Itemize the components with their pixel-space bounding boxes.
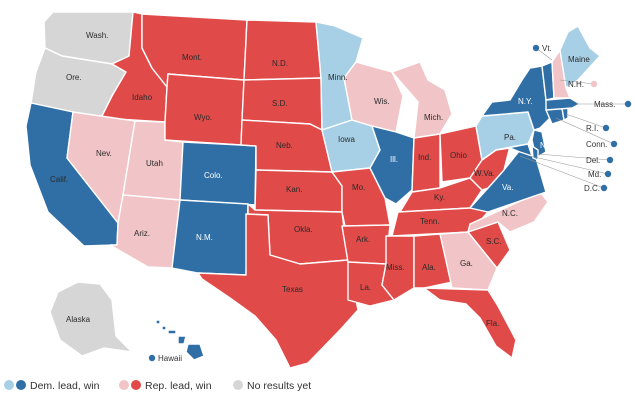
label-pa: Pa. [504,133,516,142]
label-nm: N.M. [196,233,213,242]
label-ne: Neb. [276,141,293,150]
state-hi[interactable] [155,319,205,361]
label-ms: Miss. [386,263,405,272]
callout-dot-nh[interactable] [590,80,598,88]
label-ks: Kan. [286,185,302,194]
label-dc: D.C. [584,184,600,193]
label-wv: W.Va. [474,169,495,178]
label-ct: Conn. [586,140,607,149]
label-tx: Texas [282,285,303,294]
label-co: Colo. [204,171,223,180]
label-wa: Wash. [86,31,108,40]
label-hi: Hawaii [158,354,182,363]
label-az: Ariz. [134,229,150,238]
callout-dot-de[interactable] [606,156,614,164]
label-ut: Utah [146,159,163,168]
state-ga[interactable] [439,231,498,291]
state-ak[interactable] [49,281,133,357]
label-in: Ind. [418,153,431,162]
label-va: Va. [502,183,513,192]
legend-none-label: No results yet [247,380,311,392]
label-nj: N.J. [540,141,554,150]
label-nh: N.H. [568,80,584,89]
label-mn: Minn. [328,73,348,82]
legend: Dem. lead, win Rep. lead, win No results… [4,380,311,392]
label-nd: N.D. [272,59,288,68]
state-il[interactable] [369,125,415,205]
callout-dot-hi[interactable] [148,354,156,362]
state-nd[interactable] [243,19,322,81]
small-state-callouts: Vt. N.H. Mass. R.I. Conn. Del. Md. D.C. … [148,44,632,363]
state-md[interactable] [495,143,533,157]
state-tx[interactable] [197,213,359,369]
label-ri: R.I. [586,124,598,133]
label-md: Md. [588,170,601,179]
state-in[interactable] [411,133,441,193]
label-ar: Ark. [356,235,370,244]
label-wi: Wis. [374,97,390,106]
label-sc: S.C. [486,237,502,246]
label-oh: Ohio [450,151,467,160]
callout-dot-ri[interactable] [602,124,610,132]
callout-dot-ma[interactable] [624,100,632,108]
label-vt: Vt. [542,44,552,53]
state-mi[interactable] [391,61,453,139]
state-labels: Wash. Ore. Calif. Idaho Nev. Utah Ariz. … [50,31,590,328]
label-ia: Iowa [338,135,355,144]
state-wy[interactable] [164,73,245,146]
state-me[interactable] [559,25,601,89]
callout-dot-md[interactable] [604,170,612,178]
callout-dot-dc[interactable] [600,184,608,192]
label-ak: Alaska [66,315,91,324]
callout-dot-ct[interactable] [610,140,618,148]
label-mt: Mont. [182,53,202,62]
state-ia[interactable] [321,119,381,173]
label-ga: Ga. [460,259,473,268]
label-il: Ill. [390,155,398,164]
label-or: Ore. [66,73,82,82]
legend-swatch-dem-lead [4,380,14,390]
label-la: La. [360,283,371,292]
label-fl: Fla. [486,319,499,328]
legend-rep-label: Rep. lead, win [145,380,212,392]
label-ma: Mass. [594,100,615,109]
label-mi: Mich. [424,113,443,122]
label-tn: Tenn. [420,217,440,226]
label-nv: Nev. [96,149,112,158]
label-ok: Okla. [294,225,313,234]
legend-dem-label: Dem. lead, win [30,380,100,392]
label-nc: N.C. [502,209,518,218]
legend-swatch-no-results [233,380,243,390]
state-ma[interactable] [545,97,581,111]
label-me: Maine [568,55,590,64]
legend-swatch-dem-win [16,380,26,390]
callout-dot-vt[interactable] [532,44,540,52]
label-id: Idaho [132,93,153,102]
label-wy: Wyo. [194,113,212,122]
state-ar[interactable] [341,224,391,265]
legend-swatch-rep-win [131,380,141,390]
state-fl[interactable] [423,287,517,359]
label-ca: Calif. [50,175,68,184]
legend-swatch-rep-lead [119,380,129,390]
label-sd: S.D. [272,99,288,108]
label-de: Del. [586,156,600,165]
label-ny: N.Y. [518,97,533,106]
label-mo: Mo. [352,183,365,192]
label-ky: Ky. [434,193,445,202]
label-al: Ala. [422,263,436,272]
